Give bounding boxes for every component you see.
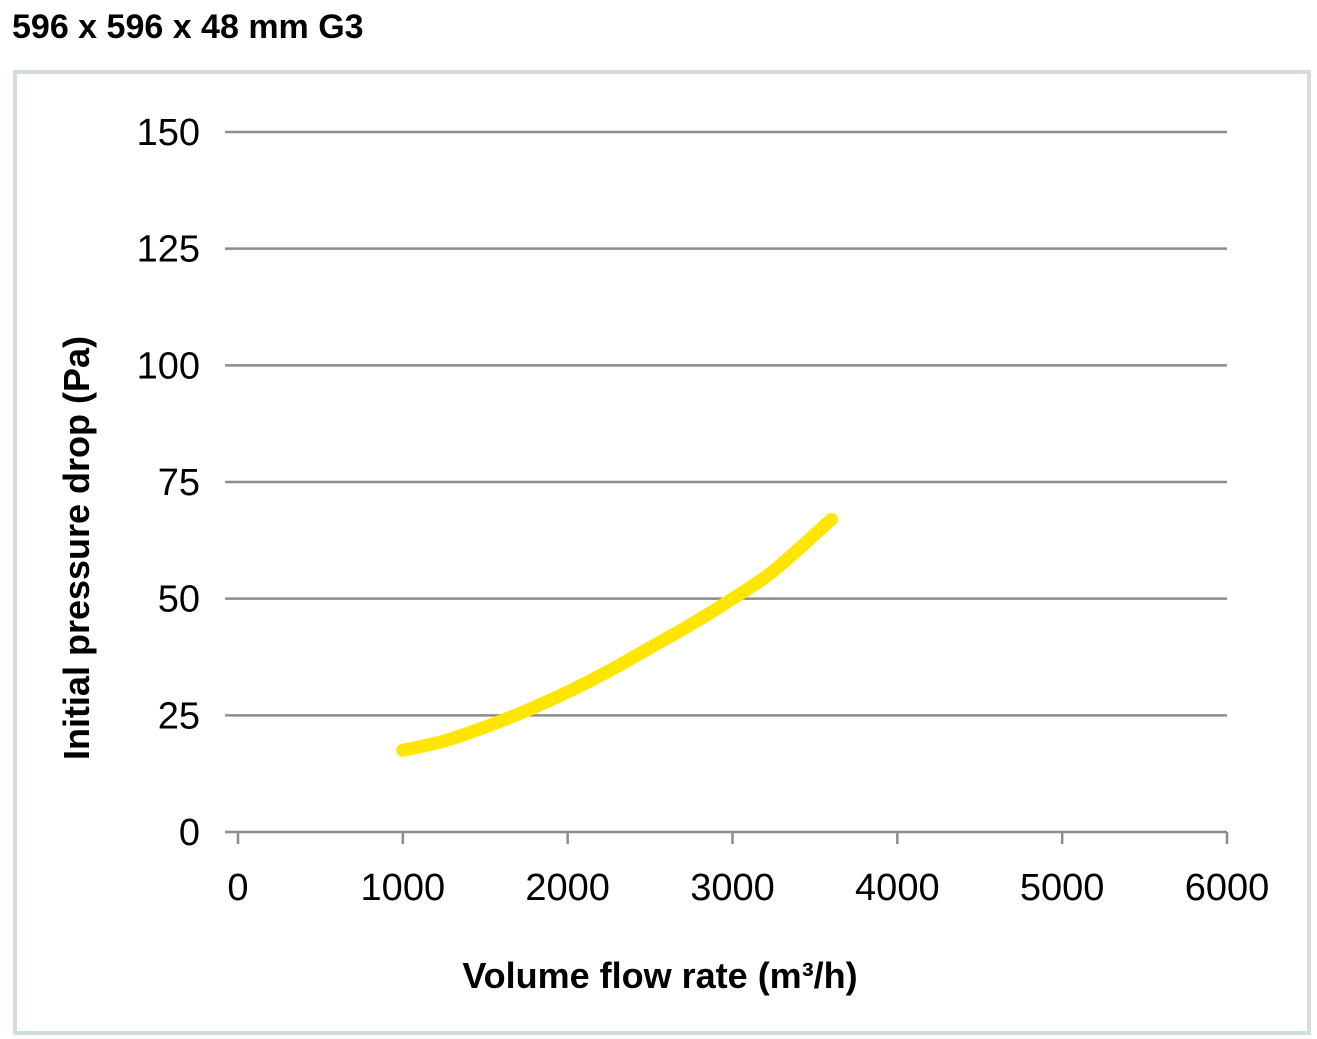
x-tick-label: 3000 — [690, 867, 775, 909]
y-tick-label: 25 — [158, 695, 200, 737]
y-axis-title: Initial pressure drop (Pa) — [56, 336, 97, 760]
x-tick-label: 0 — [227, 867, 248, 909]
x-axis-title: Volume flow rate (m³/h) — [462, 955, 857, 996]
grid-lines — [225, 130, 1227, 717]
y-tick-label: 100 — [137, 345, 200, 387]
x-tick-labels: 0 1000 2000 3000 4000 5000 6000 — [227, 867, 1269, 909]
chart-title: 596 x 596 x 48 mm G3 — [12, 8, 364, 46]
x-tick-label: 5000 — [1020, 867, 1105, 909]
y-tick-labels: 0 25 50 75 100 125 150 — [137, 112, 200, 854]
x-tick-label: 6000 — [1185, 867, 1270, 909]
chart-frame — [13, 70, 1311, 1035]
y-tick-label: 150 — [137, 112, 200, 154]
series-line — [396, 512, 838, 757]
x-tick-label: 4000 — [855, 867, 940, 909]
y-tick-label: 125 — [137, 229, 200, 271]
series-layer — [396, 512, 838, 757]
x-tick-label: 1000 — [361, 867, 446, 909]
y-tick-label: 75 — [158, 462, 200, 504]
y-tick-label: 50 — [158, 579, 200, 621]
x-axis — [225, 830, 1229, 844]
y-tick-label: 0 — [179, 812, 200, 854]
x-tick-label: 2000 — [525, 867, 610, 909]
